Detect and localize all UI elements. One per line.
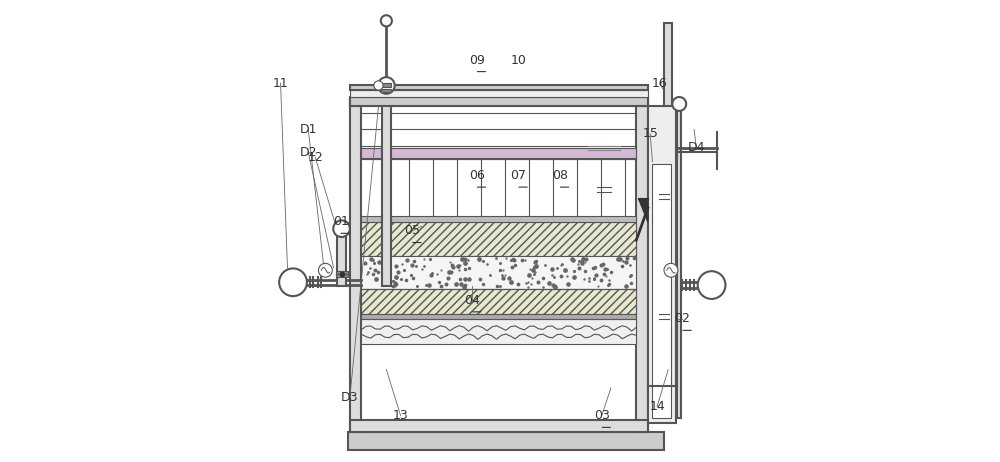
Circle shape bbox=[378, 77, 395, 94]
Text: 08: 08 bbox=[552, 169, 568, 182]
Text: 12: 12 bbox=[307, 151, 323, 164]
Circle shape bbox=[333, 220, 350, 237]
Text: D4: D4 bbox=[688, 141, 705, 154]
Text: 15: 15 bbox=[642, 128, 658, 140]
Bar bbox=[348, 432, 664, 450]
Text: 03: 03 bbox=[594, 409, 610, 422]
Bar bbox=[336, 274, 348, 277]
Circle shape bbox=[672, 97, 686, 111]
Circle shape bbox=[664, 263, 678, 277]
Circle shape bbox=[381, 15, 392, 26]
Bar bbox=[361, 289, 636, 314]
Bar bbox=[336, 271, 348, 274]
Bar bbox=[350, 99, 361, 432]
Text: 13: 13 bbox=[393, 409, 409, 422]
Bar bbox=[350, 420, 648, 432]
Bar bbox=[361, 314, 636, 319]
Text: 09: 09 bbox=[469, 54, 485, 67]
Bar bbox=[381, 83, 391, 87]
Text: 16: 16 bbox=[652, 77, 667, 90]
Bar bbox=[350, 85, 648, 90]
Bar bbox=[636, 99, 648, 432]
Bar bbox=[648, 106, 676, 423]
Bar bbox=[382, 92, 391, 286]
Bar bbox=[361, 256, 636, 289]
Circle shape bbox=[374, 81, 383, 90]
Circle shape bbox=[279, 268, 307, 296]
Bar bbox=[664, 23, 672, 106]
Circle shape bbox=[698, 271, 725, 299]
Text: 10: 10 bbox=[511, 54, 526, 67]
Text: D2: D2 bbox=[300, 146, 317, 159]
Text: 06: 06 bbox=[469, 169, 485, 182]
Bar bbox=[381, 89, 391, 92]
Text: 07: 07 bbox=[510, 169, 526, 182]
Bar bbox=[337, 231, 346, 286]
Text: D1: D1 bbox=[300, 123, 317, 136]
Polygon shape bbox=[639, 199, 648, 222]
Text: 04: 04 bbox=[464, 294, 480, 307]
Text: 01: 01 bbox=[333, 215, 349, 228]
Bar bbox=[361, 148, 636, 159]
Bar bbox=[350, 90, 648, 97]
Text: 05: 05 bbox=[404, 225, 420, 237]
Bar bbox=[361, 222, 636, 256]
Bar bbox=[350, 97, 648, 106]
Bar bbox=[677, 106, 681, 418]
Text: 11: 11 bbox=[273, 77, 288, 90]
Text: 02: 02 bbox=[675, 312, 690, 325]
Bar bbox=[361, 216, 636, 222]
Text: D3: D3 bbox=[341, 391, 359, 404]
Bar bbox=[652, 164, 671, 418]
Bar bbox=[350, 99, 648, 106]
Text: 14: 14 bbox=[649, 400, 665, 413]
Circle shape bbox=[318, 263, 332, 277]
Bar bbox=[361, 319, 636, 344]
